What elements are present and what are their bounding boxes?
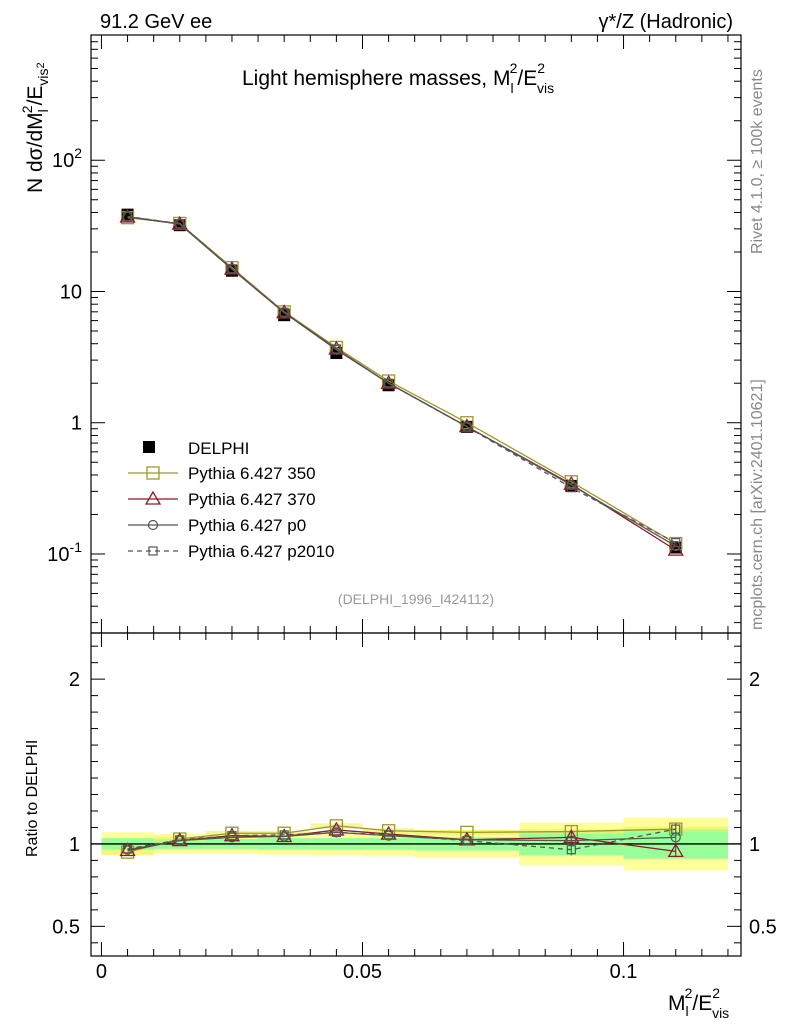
- series-point: [383, 378, 394, 388]
- x-label-sub-l: l: [686, 1003, 689, 1019]
- y-label-sub-vis: vis: [35, 68, 51, 85]
- ratio-axis-ticks: 0 0.05 0.1 0.5 0.5 1 1 2 2: [52, 633, 777, 983]
- ratio-point: [667, 843, 684, 858]
- series-point: [227, 264, 237, 274]
- series-point: [462, 422, 472, 432]
- x-label-sup-2: 2: [685, 985, 693, 1001]
- y-label-slash: /E: [24, 86, 47, 106]
- y-label-sup-2b: 2: [35, 62, 47, 68]
- series-line: [127, 215, 677, 544]
- series-point: [566, 483, 576, 493]
- series-point: [331, 344, 341, 354]
- ratio-y-tick-label: 0.5: [52, 916, 80, 938]
- x-label-sup-2b: 2: [712, 985, 720, 1001]
- energy-label: 91.2 GeV ee: [100, 11, 212, 33]
- ratio-point: [460, 825, 474, 840]
- ratio-y-tick-label-right: 1: [749, 834, 760, 856]
- analysis-id: (DELPHI_1996_I424112): [338, 591, 494, 607]
- ratio-panel: 0 0.05 0.1 0.5 0.5 1 1 2 2 Ratio to DELPHI: [24, 632, 777, 983]
- series-point: [175, 219, 185, 229]
- y-tick-exp: 2: [74, 145, 82, 161]
- y-tick-label: 10: [60, 281, 82, 303]
- series-point: [671, 538, 681, 548]
- legend-label: Pythia 6.427 370: [188, 490, 316, 509]
- ratio-y-tick-label: 1: [69, 834, 80, 856]
- ratio-axis-label: Ratio to DELPHI: [24, 740, 41, 857]
- y-tick-label: 10-1: [47, 539, 82, 566]
- series-point: [279, 307, 289, 317]
- ratio-point: [122, 844, 133, 854]
- y-tick-base: 10: [52, 150, 74, 172]
- chart-title-sub-vis: vis: [537, 80, 554, 96]
- legend-label: Pythia 6.427 p2010: [188, 542, 335, 561]
- ratio-bands: [91, 817, 741, 871]
- ratio-line: [127, 825, 676, 853]
- legend-label: Pythia 6.427 350: [188, 464, 316, 483]
- ratio-point: [227, 831, 237, 841]
- ratio-y-tick-label-right: 2: [749, 669, 760, 691]
- chart-title-slash: /E: [517, 67, 537, 90]
- ratio-point: [279, 830, 289, 840]
- x-tick-label: 0: [96, 961, 107, 983]
- y-axis-label: N dσ/dMl2/Evis2: [19, 62, 51, 193]
- legend-marker: [147, 519, 159, 531]
- y-tick-exp: -1: [70, 539, 83, 555]
- legend: DELPHI Pythia 6.427 350 Pythia 6.427 370 Py…: [128, 439, 335, 561]
- x-tick-label: 0.1: [610, 961, 638, 983]
- ratio-point: [671, 824, 681, 834]
- ratio-point: [462, 836, 472, 846]
- y-axis-label-text: N dσ/dMl2/Evis2: [19, 62, 51, 193]
- chart-title-sub-l: l: [510, 80, 513, 96]
- mcplots-label: mcplots.cern.ch [arXiv:2401.10621]: [749, 379, 766, 630]
- ratio-line: [127, 828, 676, 851]
- chart-title-text: Light hemisphere masses, M: [242, 67, 510, 90]
- ratio-point: [331, 827, 341, 838]
- chart-title: Light hemisphere masses, Ml 2/E2 vis: [242, 60, 554, 96]
- legend-marker: [144, 490, 162, 505]
- ratio-frame: [90, 632, 742, 957]
- y-tick-base: 10: [47, 544, 69, 566]
- chart-title-sup-2: 2: [510, 60, 518, 76]
- ratio-point: [383, 830, 394, 840]
- series-point: [122, 211, 133, 222]
- y-tick-label: 102: [52, 145, 82, 172]
- ratio-series: [119, 819, 684, 859]
- main-series: [119, 208, 684, 556]
- legend-label-data: DELPHI: [188, 439, 249, 458]
- x-label-slash: /E: [692, 992, 712, 1015]
- process-label: γ*/Z (Hadronic): [599, 11, 733, 33]
- y-tick-label: 1: [71, 413, 82, 435]
- ratio-y-tick-label: 2: [69, 669, 80, 691]
- x-label-sub-vis: vis: [712, 1005, 729, 1021]
- ratio-point: [120, 845, 135, 859]
- y-label-sub-l: l: [35, 109, 51, 112]
- chart-title-sup-2b: 2: [537, 60, 545, 76]
- ratio-y-tick-label-right: 0.5: [749, 916, 777, 938]
- ratio-point: [175, 835, 185, 845]
- ratio-point: [381, 824, 396, 838]
- y-label-sup-2: 2: [19, 105, 35, 113]
- ratio-point: [566, 845, 576, 855]
- legend-label: Pythia 6.427 p0: [188, 516, 306, 535]
- legend-marker: [148, 546, 158, 556]
- x-axis-label: Ml2/E2 vis: [668, 985, 729, 1021]
- x-tick-label: 0.05: [343, 961, 382, 983]
- legend-marker-data: [143, 441, 155, 453]
- rivet-label: Rivet 4.1.0, ≥ 100k events: [749, 69, 766, 254]
- legend-marker: [146, 466, 160, 480]
